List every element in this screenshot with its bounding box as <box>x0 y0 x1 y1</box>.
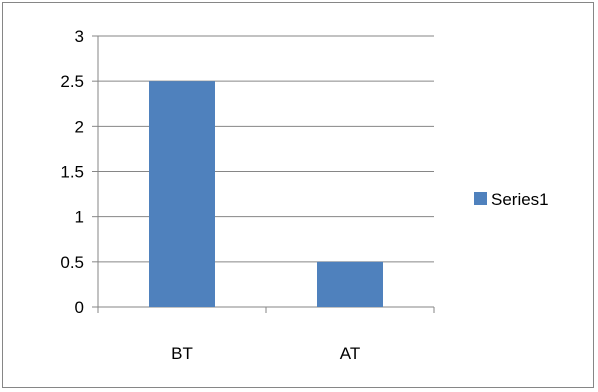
y-axis: 0 0.5 1 1.5 2 2.5 3 <box>60 27 99 317</box>
x-tick-label: AT <box>340 344 360 363</box>
gridlines <box>98 35 434 263</box>
x-tick-label: BT <box>171 344 193 363</box>
bars <box>149 81 383 308</box>
y-tick-label: 0 <box>75 298 84 317</box>
bar-at <box>317 261 383 307</box>
y-tick-label: 2.5 <box>60 72 84 91</box>
y-tick-label: 3 <box>75 27 84 46</box>
y-tick-label: 0.5 <box>60 253 84 272</box>
bar-bt <box>149 81 215 308</box>
legend: Series1 <box>474 190 549 209</box>
legend-swatch-series1 <box>474 192 487 205</box>
y-tick-label: 1.5 <box>60 163 84 182</box>
y-tick-label: 1 <box>75 208 84 227</box>
chart-frame <box>2 2 594 388</box>
legend-label-series1: Series1 <box>491 190 549 209</box>
x-axis: BT AT <box>97 306 435 363</box>
y-tick-label: 2 <box>75 117 84 136</box>
